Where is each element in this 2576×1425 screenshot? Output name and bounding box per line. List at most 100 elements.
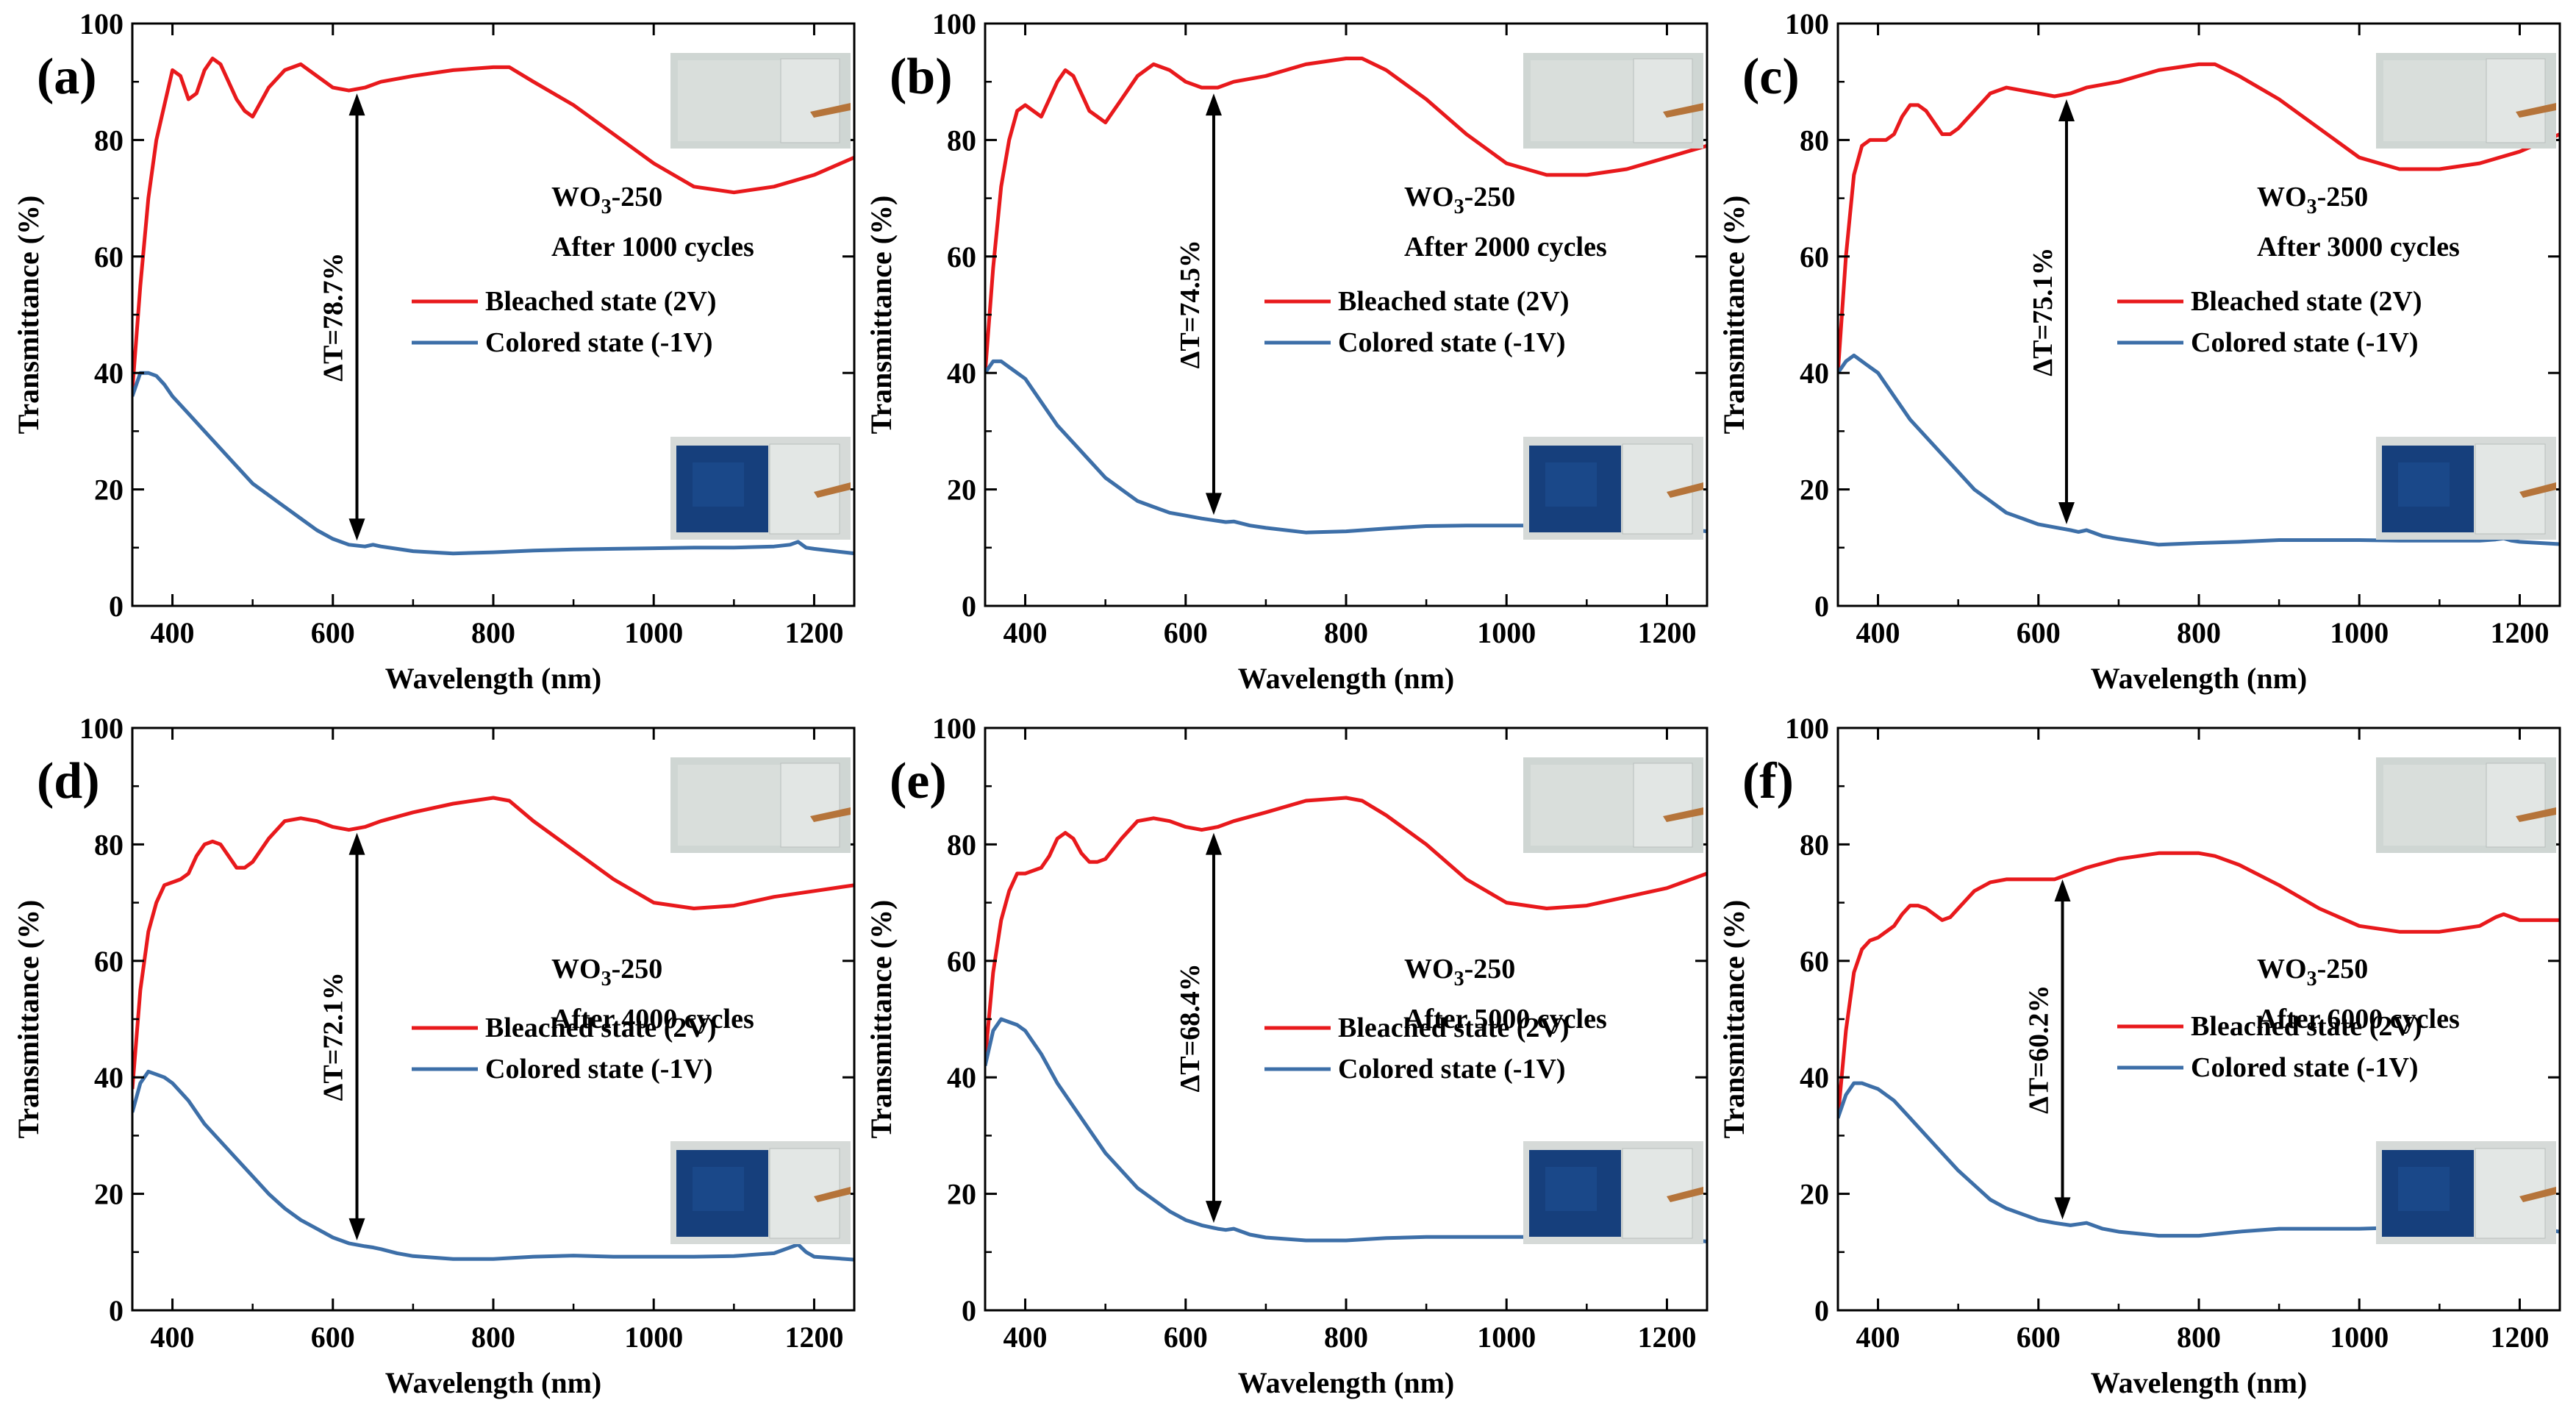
cycles-label: After 2000 cycles xyxy=(1404,232,1607,262)
x-tick-label: 400 xyxy=(151,1321,195,1354)
x-axis-title: Wavelength (nm) xyxy=(385,662,601,695)
colored-sample-photo xyxy=(1523,1141,1703,1244)
y-tick-label: 100 xyxy=(932,7,976,40)
y-tick-label: 40 xyxy=(1800,1061,1829,1094)
chart-panel: 0 20 40 60 80 100 400 600 800 1000 1200 Wavelength … xyxy=(1717,712,2561,1399)
delta-t-label: ΔT=75.1% xyxy=(2028,247,2058,376)
x-tick-label: 600 xyxy=(311,1321,355,1354)
chart-panel: 0 20 40 60 80 100 400 600 800 1000 1200 Wavelength … xyxy=(12,7,856,695)
y-axis-title: Transmittance (%) xyxy=(865,900,898,1139)
bleached-series-line xyxy=(985,796,1707,1060)
arrowhead-down xyxy=(2054,1197,2071,1220)
arrowhead-down xyxy=(2058,502,2075,525)
y-tick-label: 80 xyxy=(94,828,124,861)
y-tick-label: 80 xyxy=(94,124,124,157)
y-axis-title: Transmittance (%) xyxy=(865,196,898,435)
legend-entry: Bleached state (2V) xyxy=(485,286,716,317)
y-tick-label: 0 xyxy=(1814,590,1829,623)
legend-entry: Colored state (-1V) xyxy=(485,1054,713,1085)
colored-series-line xyxy=(132,1069,854,1262)
y-tick-label: 60 xyxy=(1800,945,1829,978)
legend-entry: Bleached state (2V) xyxy=(2191,286,2422,317)
x-tick-label: 800 xyxy=(471,616,515,649)
bleached-sample-photo xyxy=(1523,53,1703,149)
panel-label: (e) xyxy=(890,753,947,810)
delta-t-label: ΔT=72.1% xyxy=(318,972,349,1101)
legend-entry: Bleached state (2V) xyxy=(2191,1011,2422,1042)
y-tick-label: 40 xyxy=(1800,357,1829,390)
colored-sample-photo xyxy=(670,437,851,540)
bleached-series-line xyxy=(132,57,854,391)
y-tick-label: 100 xyxy=(1785,712,1829,745)
y-tick-label: 0 xyxy=(109,590,124,623)
y-tick-label: 20 xyxy=(1800,474,1829,507)
sample-label: WO3-250 xyxy=(551,182,662,218)
arrowhead-down xyxy=(348,1218,365,1240)
legend-entry: Colored state (-1V) xyxy=(1338,327,1566,358)
y-axis-title: Transmittance (%) xyxy=(1717,900,1750,1139)
y-tick-label: 40 xyxy=(947,357,976,390)
bleached-sample-photo xyxy=(670,53,851,149)
bleached-sample-photo xyxy=(670,757,851,853)
y-tick-label: 100 xyxy=(79,712,124,745)
y-tick-label: 20 xyxy=(947,474,976,507)
y-tick-label: 80 xyxy=(1800,828,1829,861)
x-tick-label: 800 xyxy=(1324,616,1368,649)
sample-label: WO3-250 xyxy=(551,954,662,990)
x-axis-title: Wavelength (nm) xyxy=(385,1366,601,1399)
arrowhead-up xyxy=(348,832,365,855)
x-tick-label: 400 xyxy=(1856,616,1900,649)
chart-panel: 0 20 40 60 80 100 400 600 800 1000 1200 Wavelength … xyxy=(865,712,1709,1399)
x-tick-label: 600 xyxy=(2017,616,2061,649)
x-tick-label: 1000 xyxy=(2330,1321,2389,1354)
y-tick-label: 100 xyxy=(1785,7,1829,40)
legend-entry: Colored state (-1V) xyxy=(2191,1052,2419,1083)
x-tick-label: 400 xyxy=(1003,1321,1048,1354)
chart-panel: 0 20 40 60 80 100 400 600 800 1000 1200 Wavelength … xyxy=(12,712,856,1399)
x-tick-label: 1200 xyxy=(784,1321,843,1354)
cycles-label: After 4000 cycles xyxy=(551,1004,754,1035)
arrowhead-up xyxy=(1205,93,1222,116)
legend-entry: Bleached state (2V) xyxy=(1338,286,1569,317)
y-tick-label: 20 xyxy=(947,1178,976,1211)
x-tick-label: 800 xyxy=(2177,616,2221,649)
bleached-series-line xyxy=(1838,851,2560,1118)
chart-panel: 0 20 40 60 80 100 400 600 800 1000 1200 Wavelength … xyxy=(1717,7,2561,695)
panel-label: (c) xyxy=(1742,49,1800,105)
delta-t-label: ΔT=68.4% xyxy=(1175,963,1206,1092)
y-tick-label: 0 xyxy=(109,1294,124,1327)
x-tick-label: 1200 xyxy=(1637,1321,1696,1354)
sample-label: WO3-250 xyxy=(1404,182,1515,218)
x-tick-label: 400 xyxy=(151,616,195,649)
x-tick-label: 800 xyxy=(2177,1321,2221,1354)
bleached-series-line xyxy=(1838,62,2560,374)
x-axis-title: Wavelength (nm) xyxy=(1238,1366,1454,1399)
chart-panel: 0 20 40 60 80 100 400 600 800 1000 1200 Wavelength … xyxy=(865,7,1709,695)
arrowhead-up xyxy=(2058,99,2075,122)
x-tick-label: 1000 xyxy=(624,1321,683,1354)
sample-label: WO3-250 xyxy=(2257,182,2368,218)
y-tick-label: 60 xyxy=(94,945,124,978)
legend-entry: Bleached state (2V) xyxy=(1338,1013,1569,1043)
y-axis-title: Transmittance (%) xyxy=(1717,196,1750,435)
x-tick-label: 400 xyxy=(1003,616,1048,649)
colored-sample-photo xyxy=(2376,1141,2556,1244)
y-axis-title: Transmittance (%) xyxy=(12,196,45,435)
y-tick-label: 60 xyxy=(947,945,976,978)
arrowhead-down xyxy=(1205,1201,1222,1224)
bleached-series-line xyxy=(132,796,854,1090)
panel-label: (d) xyxy=(37,753,100,810)
x-tick-label: 600 xyxy=(1164,616,1208,649)
delta-t-label: ΔT=74.5% xyxy=(1175,240,1206,368)
y-tick-label: 80 xyxy=(1800,124,1829,157)
delta-t-label: ΔT=60.2% xyxy=(2024,985,2055,1114)
y-tick-label: 40 xyxy=(947,1061,976,1094)
sample-label: WO3-250 xyxy=(1404,954,1515,990)
x-tick-label: 1200 xyxy=(1637,616,1696,649)
colored-sample-photo xyxy=(1523,437,1703,540)
y-tick-label: 100 xyxy=(79,7,124,40)
x-tick-label: 1000 xyxy=(1477,1321,1536,1354)
bleached-sample-photo xyxy=(1523,757,1703,853)
arrowhead-up xyxy=(2054,879,2071,901)
